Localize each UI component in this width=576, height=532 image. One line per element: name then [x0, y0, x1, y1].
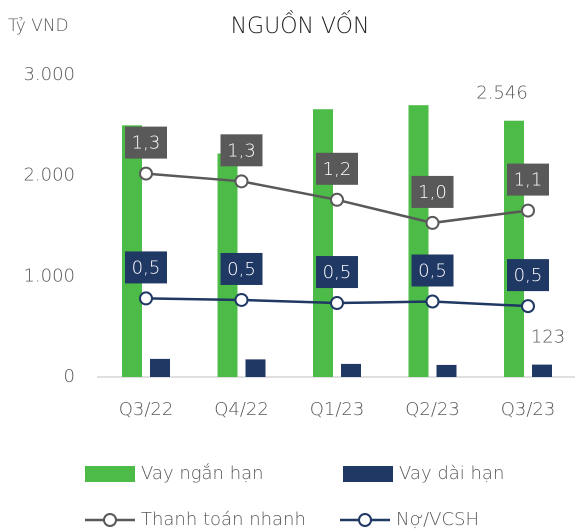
legend-label: Vay dài hạn [399, 463, 504, 484]
label-box [507, 163, 549, 196]
data-label: 1,2 [323, 159, 352, 180]
line-point [521, 299, 535, 314]
line-point [139, 166, 153, 181]
bar [245, 359, 266, 377]
y-tick-label: 2.000 [23, 165, 75, 186]
bar [150, 358, 170, 377]
x-tick-label: Q2/23 [405, 399, 460, 420]
x-tick-label: Q4/22 [214, 399, 269, 420]
bar [341, 363, 361, 377]
label-box [507, 259, 549, 292]
bar [436, 364, 457, 377]
data-label: 123 [531, 327, 565, 348]
y-axis-label: Tỷ VND [8, 16, 69, 36]
label-box [411, 254, 454, 287]
bar [408, 105, 429, 377]
data-label: 1,3 [227, 140, 256, 161]
data-label: 1,1 [514, 170, 543, 191]
line-point [330, 192, 344, 207]
legend-swatch [343, 466, 393, 482]
y-tick-label: 1.000 [23, 265, 75, 286]
label-box [125, 251, 167, 284]
x-tick-label: Q3/22 [119, 399, 174, 420]
legend-label: Nợ/VCSH [396, 509, 479, 530]
label-box [316, 256, 358, 289]
label-box [316, 152, 358, 185]
legend-marker [358, 513, 372, 527]
line-point [139, 291, 153, 306]
line-point [425, 215, 440, 230]
data-label: 2.546 [476, 83, 528, 104]
line-point [521, 203, 535, 218]
x-tick-label: Q1/23 [310, 399, 365, 420]
legend-label: Vay ngắn hạn [141, 463, 264, 484]
line-point [425, 294, 440, 309]
data-label: 0,5 [227, 259, 256, 280]
data-label: 0,5 [132, 257, 161, 278]
line-point [234, 174, 249, 189]
data-label: 0,5 [418, 261, 447, 282]
bar [313, 109, 333, 377]
chart-title: NGUỒN VỐN [231, 10, 370, 39]
label-box [220, 134, 263, 167]
label-box [411, 175, 454, 208]
data-label: 0,5 [323, 262, 352, 283]
bar [532, 364, 552, 377]
line-point [234, 292, 249, 307]
data-label: 1,0 [418, 182, 447, 203]
y-tick-label: 3.000 [23, 64, 75, 85]
label-box [220, 252, 263, 285]
line-point [330, 296, 344, 311]
bar [504, 120, 524, 377]
label-box [125, 126, 167, 159]
data-label: 0,5 [514, 265, 543, 286]
legend-marker [103, 513, 117, 527]
bar [122, 125, 142, 377]
y-tick-label: 0 [64, 366, 75, 387]
legend-label: Thanh toán nhanh [141, 509, 306, 530]
data-label: 1,3 [132, 133, 161, 154]
legend-swatch [85, 466, 135, 482]
x-tick-label: Q3/23 [501, 399, 556, 420]
